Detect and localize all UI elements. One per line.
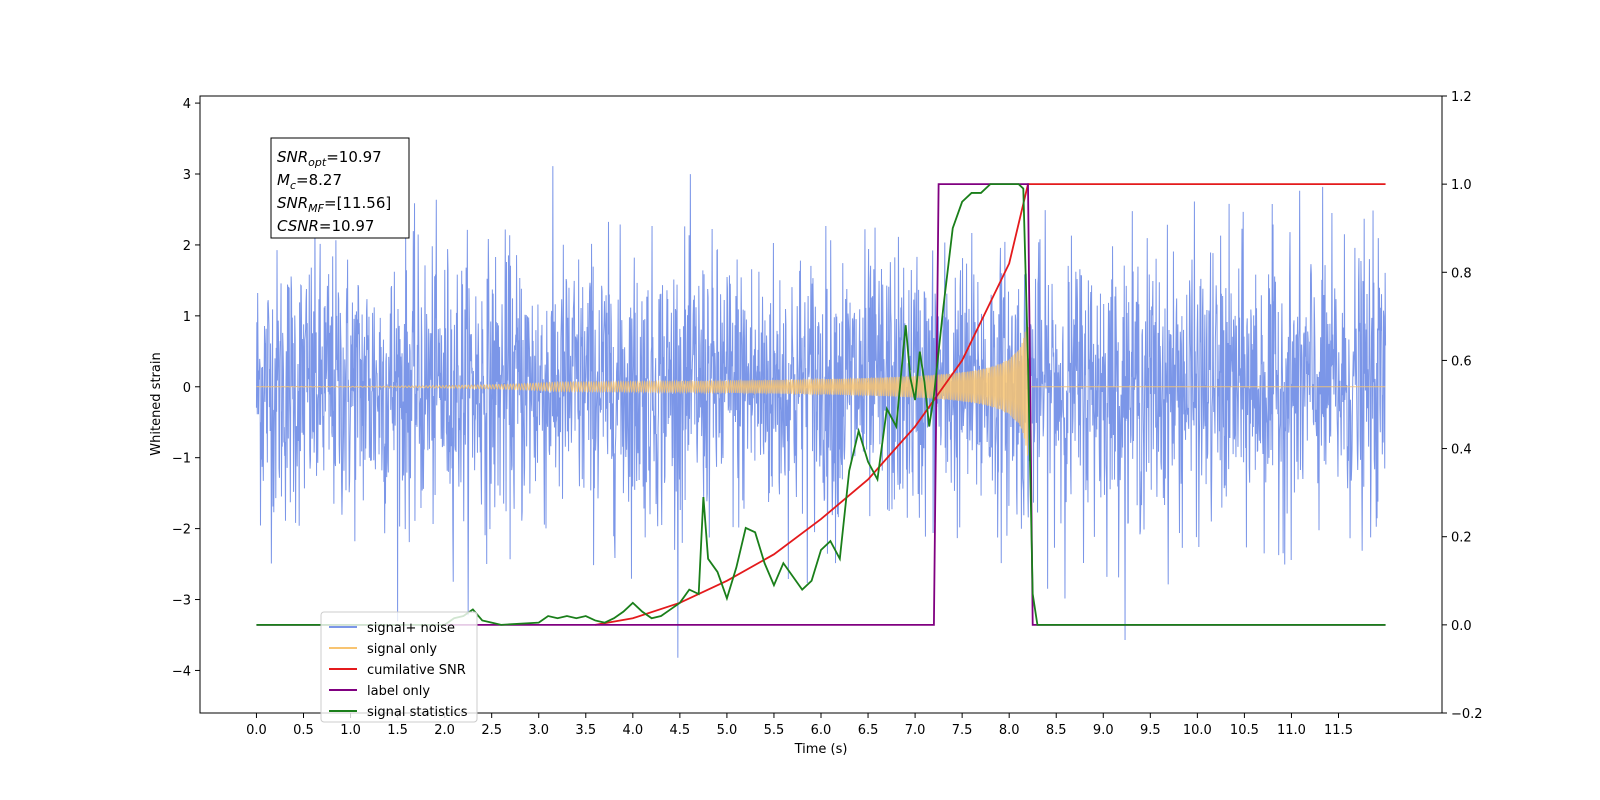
series-signal-only — [256, 323, 1386, 456]
x-tick-label: 0.0 — [246, 723, 267, 738]
y-right-tick-label: 1.2 — [1451, 90, 1472, 105]
x-tick-label: 5.5 — [764, 723, 785, 738]
annotation-line: Mc=8.27 — [277, 171, 342, 192]
legend-label: label only — [367, 684, 430, 699]
x-tick-label: 4.5 — [670, 723, 691, 738]
x-tick-label: 9.5 — [1140, 723, 1161, 738]
x-tick-label: 3.0 — [528, 723, 549, 738]
y-left-tick-label: 3 — [183, 168, 191, 183]
y-left-tick-label: 2 — [183, 239, 191, 254]
y-left-tick-label: −3 — [172, 594, 191, 609]
x-tick-label: 9.0 — [1093, 723, 1114, 738]
legend-label: signal statistics — [367, 705, 468, 720]
x-tick-label: 2.5 — [481, 723, 502, 738]
annotation-line: SNRopt=10.97 — [277, 148, 382, 169]
y-right-tick-label: −0.2 — [1451, 707, 1483, 722]
x-tick-label: 4.0 — [622, 723, 643, 738]
x-tick-label: 11.5 — [1324, 723, 1353, 738]
y-right-tick-label: 0.0 — [1451, 619, 1472, 634]
x-tick-label: 7.0 — [905, 723, 926, 738]
x-tick-label: 11.0 — [1277, 723, 1306, 738]
x-tick-label: 1.0 — [340, 723, 361, 738]
x-tick-label: 8.0 — [999, 723, 1020, 738]
x-tick-label: 1.5 — [387, 723, 408, 738]
legend-label: signal+ noise — [367, 621, 455, 636]
y-right-tick-label: 0.2 — [1451, 531, 1472, 546]
series-signal-noise — [255, 166, 1387, 658]
y-axis-left: −4 −3 −2 −1 0 1 2 3 4 — [172, 97, 200, 679]
legend-label: cumilative SNR — [367, 663, 466, 678]
y-left-tick-label: −4 — [172, 664, 191, 679]
annotation-line: CSNR=10.97 — [277, 217, 374, 235]
x-tick-label: 6.5 — [858, 723, 879, 738]
x-tick-label: 5.0 — [717, 723, 738, 738]
x-axis: 0.0 0.5 1.0 1.5 2.0 2.5 3.0 3.5 4.0 4.5 5.0 5.5 6.0 6… — [246, 713, 1353, 738]
x-tick-label: 3.5 — [575, 723, 596, 738]
x-tick-label: 6.0 — [811, 723, 832, 738]
y-right-tick-label: 0.6 — [1451, 354, 1472, 369]
y-axis-right: −0.2 0.0 0.2 0.4 0.6 0.8 1.0 1.2 — [1442, 90, 1483, 722]
x-tick-label: 7.5 — [952, 723, 973, 738]
series-cumilative-SNR — [595, 183, 1386, 626]
y-left-tick-label: 0 — [183, 381, 191, 396]
x-tick-label: 10.0 — [1183, 723, 1212, 738]
legend-label: signal only — [367, 642, 437, 657]
annotation-line: SNRMF=[11.56] — [277, 194, 391, 215]
legend: signal+ noise signal only cumilative SNR la… — [320, 611, 478, 723]
y-right-tick-label: 0.4 — [1451, 443, 1472, 458]
y-left-tick-label: 1 — [183, 310, 191, 325]
y-left-tick-label: 4 — [183, 97, 191, 112]
series-signal-statistics — [256, 183, 1386, 626]
x-tick-label: 10.5 — [1230, 723, 1259, 738]
x-axis-label: Time (s) — [794, 742, 848, 757]
y-left-tick-label: −2 — [172, 523, 191, 538]
y-axis-label: Whitened strain — [149, 352, 164, 455]
x-tick-label: 8.5 — [1046, 723, 1067, 738]
plot-area — [255, 166, 1387, 658]
x-tick-label: 2.0 — [434, 723, 455, 738]
y-right-tick-label: 0.8 — [1451, 266, 1472, 281]
x-tick-label: 0.5 — [293, 723, 314, 738]
y-left-tick-label: −1 — [172, 452, 191, 467]
y-right-tick-label: 1.0 — [1451, 178, 1472, 193]
